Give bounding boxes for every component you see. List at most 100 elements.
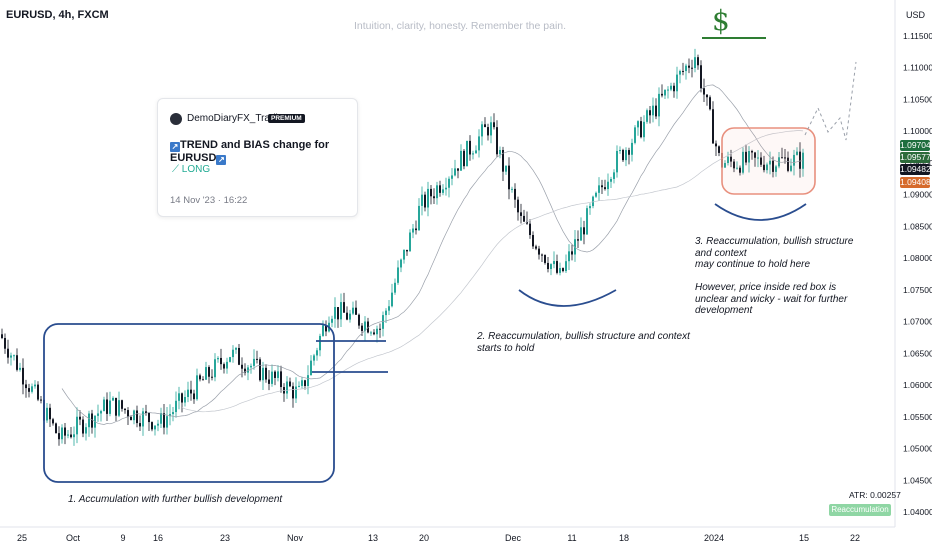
candle-body xyxy=(451,175,453,179)
candle-body xyxy=(583,227,585,235)
candle-body xyxy=(631,142,633,155)
candle-body xyxy=(457,168,459,171)
candle-body xyxy=(124,408,126,411)
price-tag: 1.09408 xyxy=(900,177,931,188)
candle-body xyxy=(121,400,123,409)
candle-body xyxy=(736,167,738,169)
candle-body xyxy=(223,364,225,369)
candle-body xyxy=(784,157,786,159)
dollar-sign-mark: $ xyxy=(712,4,730,37)
y-tick-label: 1.05500 xyxy=(903,412,932,422)
candle-body xyxy=(16,355,18,370)
candle-body xyxy=(589,206,591,209)
candle-body xyxy=(142,411,144,427)
reaccumulation-badge: Reaccumulation - 1 xyxy=(829,504,891,526)
candle-body xyxy=(172,412,174,415)
candle-body xyxy=(643,121,645,138)
candle-body xyxy=(607,181,609,190)
x-tick-label: Nov xyxy=(287,533,304,543)
candle-body xyxy=(487,127,489,136)
currency-label[interactable]: USD xyxy=(906,10,926,20)
candle-body xyxy=(103,399,105,412)
candle-body xyxy=(646,110,648,122)
trend-arrow-icon: ↗ xyxy=(216,155,227,165)
y-tick-label: 1.11500 xyxy=(903,31,932,41)
candle-body xyxy=(571,251,573,255)
candle-body xyxy=(700,65,702,89)
candle-body xyxy=(277,371,279,378)
candle-body xyxy=(670,85,672,90)
candle-body xyxy=(493,122,495,128)
candle-body xyxy=(64,427,66,436)
candle-body xyxy=(511,188,513,190)
candle-body xyxy=(769,160,771,165)
candle-body xyxy=(628,150,630,155)
candle-body xyxy=(691,67,693,69)
candle-body xyxy=(298,385,300,387)
idea-date: 14 Nov '23 · 16:22 xyxy=(170,195,248,206)
candle-body xyxy=(73,434,75,438)
candle-body xyxy=(358,314,360,326)
candle-body xyxy=(475,150,477,154)
price-tag: 1.09577 xyxy=(900,152,931,163)
candle-body xyxy=(265,367,267,380)
candle-body xyxy=(517,199,519,213)
candle-body xyxy=(268,379,270,384)
candle-body xyxy=(145,411,147,413)
candle-body xyxy=(406,249,408,252)
candle-body xyxy=(304,380,306,386)
x-tick-label: Dec xyxy=(505,533,522,543)
candle-body xyxy=(391,292,393,307)
candle-body xyxy=(25,384,27,389)
candle-body xyxy=(445,187,447,190)
candle-body xyxy=(394,282,396,293)
candle-body xyxy=(667,89,669,91)
candle-body xyxy=(19,367,21,370)
candle-body xyxy=(520,212,522,216)
author-name[interactable]: DemoDiaryFX_Trading xyxy=(187,113,289,124)
candle-body xyxy=(301,380,303,386)
candle-body xyxy=(49,407,51,420)
y-tick-label: 1.08500 xyxy=(903,221,932,231)
candle-body xyxy=(22,367,24,385)
candle-body xyxy=(799,151,801,169)
candle-body xyxy=(256,358,258,360)
y-tick-label: 1.10500 xyxy=(903,94,932,104)
idea-card[interactable]: DemoDiaryFX_Trading PREMIUM ↗ TREND and B… xyxy=(157,98,358,217)
candle-body xyxy=(337,307,339,320)
candle-body xyxy=(40,399,42,401)
candle-body xyxy=(436,185,438,199)
idea-title[interactable]: ↗ TREND and BIAS change for EURUSD ↗ xyxy=(170,139,357,165)
reaccumulation-arc-3 xyxy=(714,203,807,221)
candle-body xyxy=(313,355,315,361)
candle-body xyxy=(82,419,84,434)
candle-body xyxy=(484,124,486,128)
candle-body xyxy=(562,268,564,272)
candle-body xyxy=(58,433,60,440)
candle-body xyxy=(553,261,555,265)
candle-body xyxy=(682,70,684,72)
candle-body xyxy=(478,136,480,151)
candle-body xyxy=(796,151,798,155)
candle-body xyxy=(673,85,675,92)
candle-body xyxy=(547,262,549,270)
candle-body xyxy=(427,188,429,208)
candle-body xyxy=(76,416,78,435)
candle-body xyxy=(106,399,108,414)
candle-body xyxy=(364,321,366,331)
candle-body xyxy=(196,375,198,400)
candle-body xyxy=(430,188,432,197)
candle-body xyxy=(271,371,273,384)
candle-body xyxy=(637,121,639,128)
x-tick-label: 25 xyxy=(17,533,27,543)
candle-body xyxy=(208,367,210,377)
moving-average-line xyxy=(181,130,804,413)
candle-body xyxy=(577,239,579,241)
candle-body xyxy=(349,313,351,320)
candle-body xyxy=(400,259,402,268)
candle-body xyxy=(397,267,399,283)
symbol-title[interactable]: EURUSD, 4h, FXCM xyxy=(6,9,109,21)
candle-body xyxy=(649,110,651,116)
